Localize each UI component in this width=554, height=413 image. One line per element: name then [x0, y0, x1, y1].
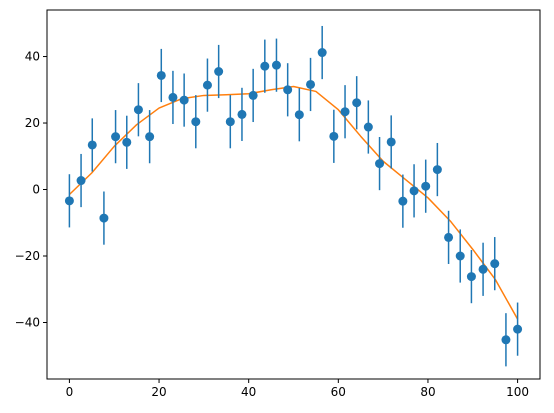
x-axis-ticks: 0 20 40 60 80 100	[66, 379, 529, 399]
data-point	[421, 181, 431, 191]
data-point	[306, 79, 316, 89]
axes-frame	[46, 9, 541, 380]
data-point	[133, 105, 143, 115]
data-point	[317, 48, 327, 58]
data-point	[248, 90, 258, 100]
data-point	[191, 117, 201, 127]
errorbar-layer	[68, 25, 519, 367]
data-point	[87, 140, 97, 150]
data-point	[294, 110, 304, 120]
fit-curve-layer	[68, 85, 519, 320]
data-point	[352, 98, 362, 108]
y-tick-label: 0	[32, 183, 40, 197]
data-point	[156, 70, 166, 80]
data-point	[237, 109, 247, 119]
data-point	[145, 132, 155, 142]
data-point	[260, 61, 270, 71]
x-tick-label: 40	[241, 385, 256, 399]
data-point	[501, 335, 511, 345]
data-point	[340, 107, 350, 117]
data-point	[513, 324, 523, 334]
data-point	[122, 137, 132, 147]
data-point	[455, 251, 465, 261]
data-point	[375, 159, 385, 169]
data-point	[329, 131, 339, 141]
data-point	[490, 259, 500, 269]
data-point	[168, 92, 178, 102]
data-point	[409, 186, 419, 196]
data-point	[64, 196, 74, 206]
y-tick-label: −40	[15, 315, 40, 329]
y-axis-ticks: −40 −20 0 20 40	[15, 50, 47, 329]
data-point	[214, 67, 224, 76]
data-point	[283, 85, 293, 95]
data-point	[271, 60, 281, 70]
data-point	[398, 196, 408, 206]
data-point	[111, 132, 121, 142]
data-point	[478, 264, 488, 274]
x-tick-label: 0	[66, 385, 74, 399]
x-tick-label: 20	[151, 385, 166, 399]
fit-curve	[68, 85, 519, 320]
data-point	[76, 176, 86, 186]
y-tick-label: −20	[15, 249, 40, 263]
y-tick-label: 20	[25, 116, 40, 130]
data-point	[466, 272, 476, 282]
data-point	[432, 165, 442, 175]
data-point	[225, 117, 235, 127]
data-point	[386, 137, 396, 147]
data-point	[179, 95, 189, 105]
x-tick-label: 80	[420, 385, 435, 399]
data-point	[363, 122, 373, 132]
data-point	[99, 213, 109, 223]
x-tick-label: 60	[331, 385, 346, 399]
data-point	[202, 80, 212, 90]
y-tick-label: 40	[25, 50, 40, 64]
x-tick-label: 100	[506, 385, 529, 399]
data-points-layer	[64, 48, 523, 345]
data-point	[444, 232, 454, 242]
